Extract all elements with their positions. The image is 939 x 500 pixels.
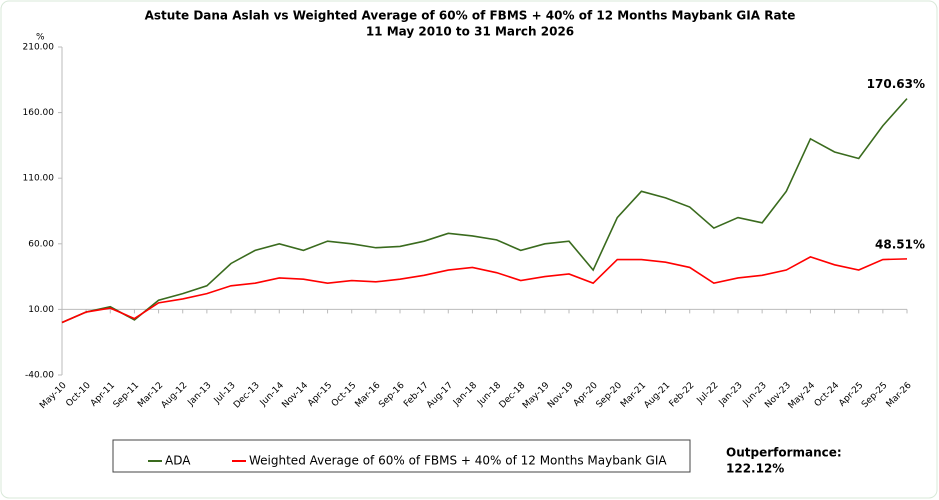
outperformance-label: Outperformance:: [726, 446, 842, 460]
x-tick-label: Oct-24: [813, 380, 842, 409]
end-label: 48.51%: [875, 237, 925, 251]
x-tick-label: Aug-17: [425, 381, 455, 411]
chart-title: Astute Dana Aslah vs Weighted Average of…: [145, 9, 796, 23]
x-tick-label: Dec-13: [232, 381, 262, 411]
x-tick-label: May-10: [38, 380, 69, 411]
x-tick-label: Jan-23: [717, 381, 745, 409]
x-tick-label: Aug-12: [160, 381, 190, 411]
legend-box: [112, 439, 691, 473]
x-tick-label: Apr-15: [306, 381, 334, 409]
x-tick-label: Nov-19: [546, 380, 576, 410]
legend-label: Weighted Average of 60% of FBMS + 40% of…: [249, 454, 667, 468]
x-tick-label: May-24: [787, 380, 818, 411]
x-tick-label: Jan-18: [451, 380, 479, 408]
outperformance-value: 122.12%: [726, 462, 784, 476]
x-tick-label: Sep-16: [377, 380, 407, 410]
x-tick-label: Oct-10: [64, 380, 93, 409]
x-tick-label: Jan-13: [186, 381, 214, 409]
x-tick-label: Sep-25: [860, 381, 889, 410]
legend-label: ADA: [165, 454, 191, 468]
y-tick-label: 10.00: [28, 305, 54, 315]
y-tick-label: -40.00: [25, 371, 54, 381]
series-line: [61, 256, 908, 324]
x-tick-label: Aug-21: [642, 381, 672, 411]
chart-subtitle: 11 May 2010 to 31 March 2026: [366, 25, 574, 39]
x-tick-label: Sep-11: [112, 381, 141, 410]
y-label: %: [36, 33, 45, 43]
x-tick-label: Feb-22: [668, 381, 697, 410]
x-tick-label: Sep-20: [595, 380, 625, 410]
x-tick-label: Jul-22: [695, 381, 721, 407]
x-tick-label: Oct-15: [330, 381, 358, 409]
end-label: 170.63%: [867, 77, 925, 91]
x-tick-label: Nov-14: [280, 380, 310, 410]
y-tick-label: 160.00: [23, 108, 55, 118]
y-tick-label: 210.00: [23, 43, 55, 53]
y-tick-label: 110.00: [23, 174, 55, 184]
y-tick-label: 60.00: [28, 239, 54, 249]
x-tick-label: May-19: [521, 380, 552, 411]
series-line: [61, 98, 908, 324]
x-tick-label: Mar-26: [885, 380, 914, 409]
